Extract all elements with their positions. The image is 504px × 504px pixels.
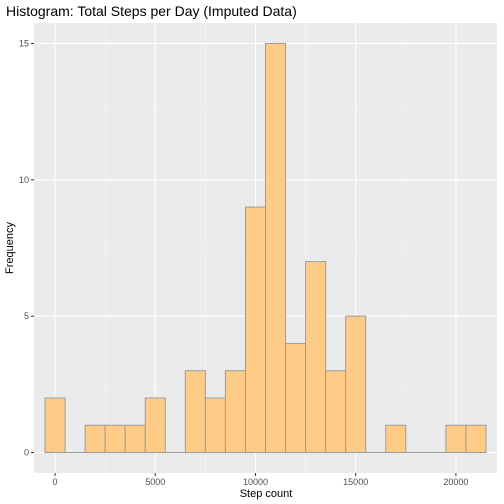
chart-title: Histogram: Total Steps per Day (Imputed … [6, 3, 297, 19]
bars [44, 42, 487, 454]
x-axis: 0 5000 10000 15000 20000 [53, 473, 468, 487]
histogram-bar [345, 315, 367, 454]
histogram-bar [224, 370, 246, 454]
histogram-bar [265, 42, 287, 454]
histogram-bar [465, 424, 487, 454]
y-axis-title: Frequency [4, 222, 16, 274]
histogram-bar [244, 206, 266, 454]
histogram-bar [285, 342, 307, 454]
histogram-bar [84, 424, 106, 454]
histogram-bar [184, 370, 206, 454]
histogram-bar [44, 397, 66, 454]
x-tick-label: 15000 [343, 477, 368, 487]
histogram-bar [104, 424, 126, 454]
histogram-bar [124, 424, 146, 454]
y-tick-label: 0 [24, 448, 29, 458]
x-tick-label: 10000 [243, 477, 268, 487]
x-tick-label: 5000 [145, 477, 165, 487]
y-tick-label: 15 [19, 38, 29, 48]
y-tick-label: 10 [19, 175, 29, 185]
y-tick-label: 5 [24, 311, 29, 321]
histogram-bar [385, 424, 407, 454]
histogram-bar [204, 397, 226, 454]
x-axis-title: Step count [240, 488, 293, 500]
histogram-bar [445, 424, 467, 454]
histogram-bar [305, 261, 327, 454]
histogram-bar [325, 370, 347, 454]
x-tick-label: 20000 [443, 477, 468, 487]
y-axis: 0 5 10 15 [19, 38, 34, 458]
histogram-bar [144, 397, 166, 454]
x-tick-label: 0 [53, 477, 58, 487]
